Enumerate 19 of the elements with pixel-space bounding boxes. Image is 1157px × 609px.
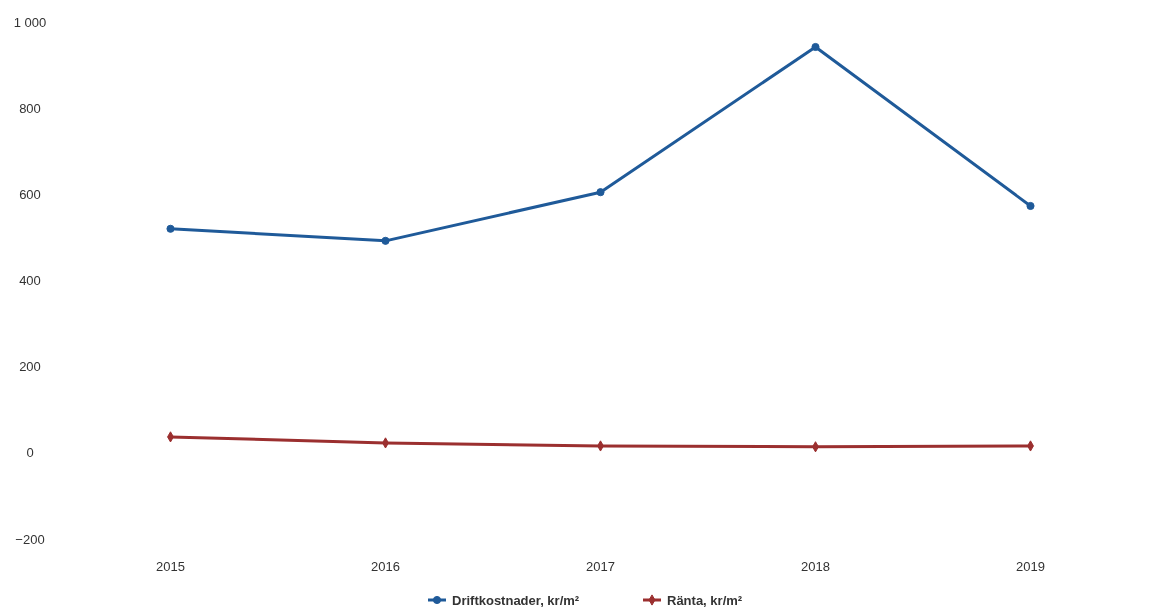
legend-label: Ränta, kr/m²: [667, 592, 743, 608]
y-tick-label: 400: [19, 273, 41, 289]
y-tick-label: 800: [19, 100, 41, 116]
x-tick-label: 2019: [1016, 559, 1045, 574]
x-tick-label: 2016: [371, 559, 400, 574]
x-tick-label: 2017: [586, 559, 615, 574]
x-tick-label: 2015: [156, 559, 185, 574]
point: [811, 42, 820, 52]
point: [1026, 201, 1035, 211]
y-tick-label: 0: [26, 445, 34, 461]
point: [596, 188, 605, 197]
x-tick-label: 2018: [801, 559, 830, 574]
y-tick-label: 200: [19, 359, 41, 375]
legend-label: Driftkostnader, kr/m²: [452, 592, 580, 608]
point: [166, 224, 175, 233]
y-tick-label: −200: [15, 531, 45, 547]
y-tick-label: 600: [19, 186, 41, 202]
point: [381, 236, 390, 245]
y-tick-label: 1 000: [13, 14, 47, 30]
